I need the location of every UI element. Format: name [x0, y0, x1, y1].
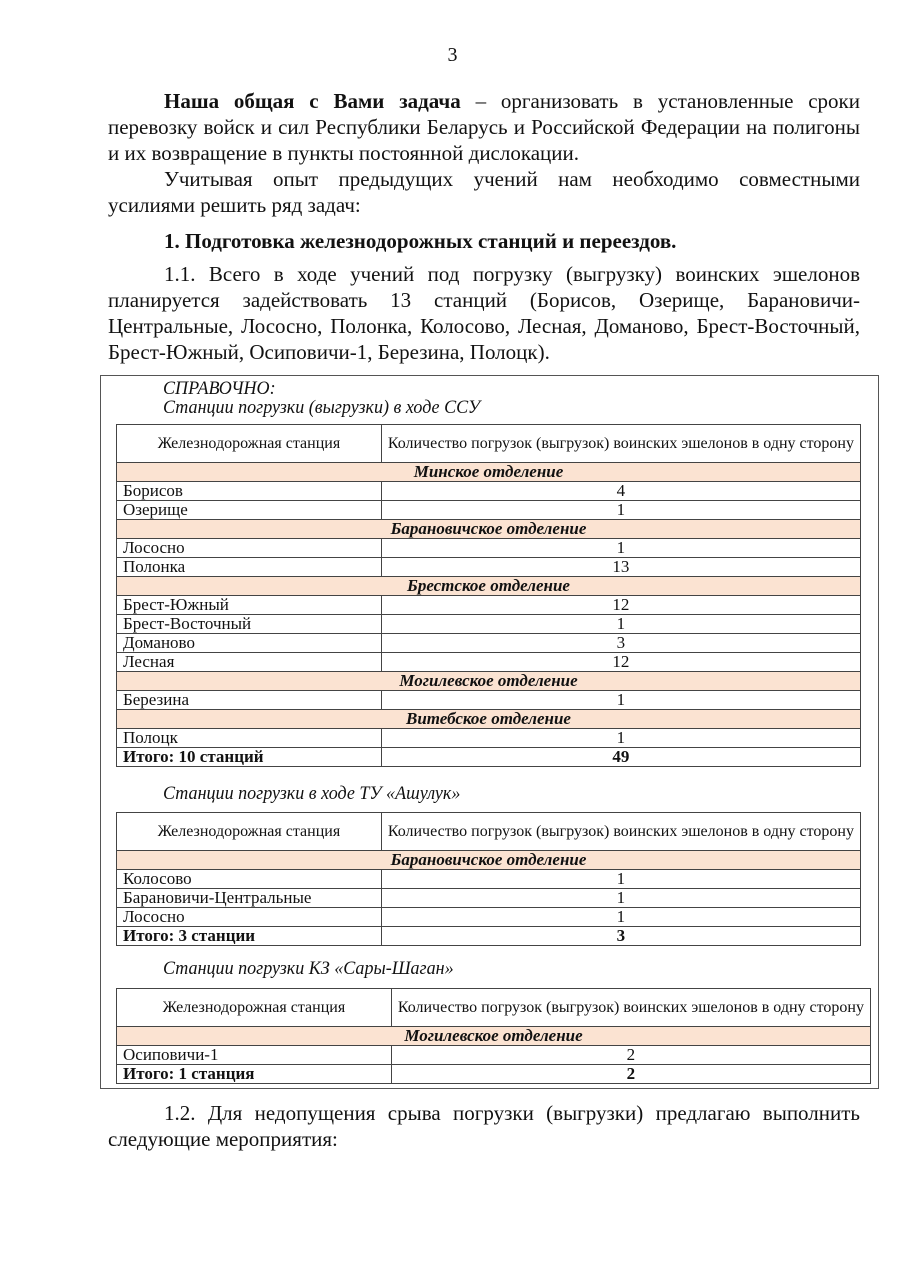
- section-name: Барановичское отделение: [116, 850, 861, 870]
- table-row: Полоцк 1: [116, 728, 862, 748]
- count-value: 3: [380, 633, 862, 653]
- station-name: Березина: [116, 690, 382, 710]
- section-name: Минское отделение: [116, 462, 861, 482]
- section-row: Барановичское отделение: [116, 519, 861, 539]
- section-name: Могилевское отделение: [116, 671, 861, 691]
- station-name: Барановичи-Центральные: [116, 888, 382, 908]
- total-row: Итого: 1 станция 2: [116, 1064, 872, 1084]
- count-value: 1: [380, 728, 862, 748]
- intro-paragraph: Наша общая с Вами задача – организовать …: [108, 88, 860, 166]
- section-row: Брестское отделение: [116, 576, 861, 596]
- table-row: Озерище 1: [116, 500, 862, 520]
- section-row: Витебское отделение: [116, 709, 861, 729]
- page-number: 3: [447, 44, 458, 66]
- station-name: Полоцк: [116, 728, 382, 748]
- header-station: Железнодорожная станция: [116, 812, 382, 851]
- count-value: 2: [390, 1045, 872, 1065]
- count-value: 12: [380, 652, 862, 672]
- total-value: 49: [380, 747, 862, 767]
- total-row: Итого: 10 станций 49: [116, 747, 862, 767]
- header-count: Количество погрузок (выгрузок) воинских …: [380, 812, 862, 851]
- table-caption: Станции погрузки (выгрузки) в ходе ССУ: [163, 397, 481, 418]
- section-name: Брестское отделение: [116, 576, 861, 596]
- station-name: Борисов: [116, 481, 382, 501]
- count-value: 1: [380, 690, 862, 710]
- paragraph-tasks: Учитывая опыт предыдущих учений нам необ…: [108, 167, 860, 217]
- count-value: 1: [380, 538, 862, 558]
- header-count: Количество погрузок (выгрузок) воинских …: [380, 424, 862, 463]
- table-row: Полонка 13: [116, 557, 862, 577]
- station-name: Колосово: [116, 869, 382, 889]
- header-station: Железнодорожная станция: [116, 988, 392, 1027]
- section-row: Минское отделение: [116, 462, 861, 482]
- table-caption: Станции погрузки в ходе ТУ «Ашулук»: [163, 783, 461, 804]
- total-label: Итого: 1 станция: [116, 1064, 392, 1084]
- count-value: 1: [380, 869, 862, 889]
- table-caption: Станции погрузки КЗ «Сары-Шаган»: [163, 958, 454, 979]
- stations-table-ssu: Железнодорожная станция Количество погруз…: [116, 424, 862, 767]
- reference-label: СПРАВОЧНО:: [163, 378, 276, 399]
- station-name: Доманово: [116, 633, 382, 653]
- header-count: Количество погрузок (выгрузок) воинских …: [390, 988, 872, 1027]
- table-header-row: Железнодорожная станция Количество погруз…: [116, 424, 862, 463]
- count-value: 13: [380, 557, 862, 577]
- station-name: Озерище: [116, 500, 382, 520]
- count-value: 4: [380, 481, 862, 501]
- table-row: Брест-Восточный 1: [116, 614, 862, 634]
- table-row: Брест-Южный 12: [116, 595, 862, 615]
- stations-table-sary-shagan: Железнодорожная станция Количество погруз…: [116, 988, 872, 1084]
- total-label: Итого: 10 станций: [116, 747, 382, 767]
- station-name: Осиповичи-1: [116, 1045, 392, 1065]
- section-row: Могилевское отделение: [116, 1026, 871, 1046]
- intro-rest: – организовать в установленные сроки пер…: [108, 89, 860, 165]
- table-row: Осиповичи-1 2: [116, 1045, 872, 1065]
- table-row: Борисов 4: [116, 481, 862, 501]
- total-row: Итого: 3 станции 3: [116, 926, 862, 946]
- table-row: Лесная 12: [116, 652, 862, 672]
- table-row: Лососно 1: [116, 538, 862, 558]
- paragraph-1-2: 1.2. Для недопущения срыва погрузки (выг…: [108, 1101, 860, 1151]
- station-name: Брест-Восточный: [116, 614, 382, 634]
- table-row: Колосово 1: [116, 869, 862, 889]
- section-name: Витебское отделение: [116, 709, 861, 729]
- station-name: Лососно: [116, 538, 382, 558]
- total-label: Итого: 3 станции: [116, 926, 382, 946]
- station-name: Лесная: [116, 652, 382, 672]
- stations-table-ashuluk: Железнодорожная станция Количество погруз…: [116, 812, 862, 946]
- table-row: Доманово 3: [116, 633, 862, 653]
- count-value: 12: [380, 595, 862, 615]
- section-row: Могилевское отделение: [116, 671, 861, 691]
- total-value: 2: [390, 1064, 872, 1084]
- table-header-row: Железнодорожная станция Количество погруз…: [116, 988, 872, 1027]
- header-station: Железнодорожная станция: [116, 424, 382, 463]
- station-name: Лососно: [116, 907, 382, 927]
- count-value: 1: [380, 614, 862, 634]
- table-header-row: Железнодорожная станция Количество погруз…: [116, 812, 862, 851]
- count-value: 1: [380, 888, 862, 908]
- paragraph-1-1: 1.1. Всего в ходе учений под погрузку (в…: [108, 262, 860, 364]
- count-value: 1: [380, 907, 862, 927]
- intro-bold-lead: Наша общая с Вами задача: [164, 89, 461, 113]
- section-name: Могилевское отделение: [116, 1026, 871, 1046]
- count-value: 1: [380, 500, 862, 520]
- section-name: Барановичское отделение: [116, 519, 861, 539]
- total-value: 3: [380, 926, 862, 946]
- table-row: Барановичи-Центральные 1: [116, 888, 862, 908]
- section-row: Барановичское отделение: [116, 850, 861, 870]
- station-name: Брест-Южный: [116, 595, 382, 615]
- section-heading-1: 1. Подготовка железнодорожных станций и …: [164, 229, 677, 253]
- reference-box: СПРАВОЧНО: Станции погрузки (выгрузки) в…: [100, 375, 879, 1089]
- table-row: Березина 1: [116, 690, 862, 710]
- station-name: Полонка: [116, 557, 382, 577]
- table-row: Лососно 1: [116, 907, 862, 927]
